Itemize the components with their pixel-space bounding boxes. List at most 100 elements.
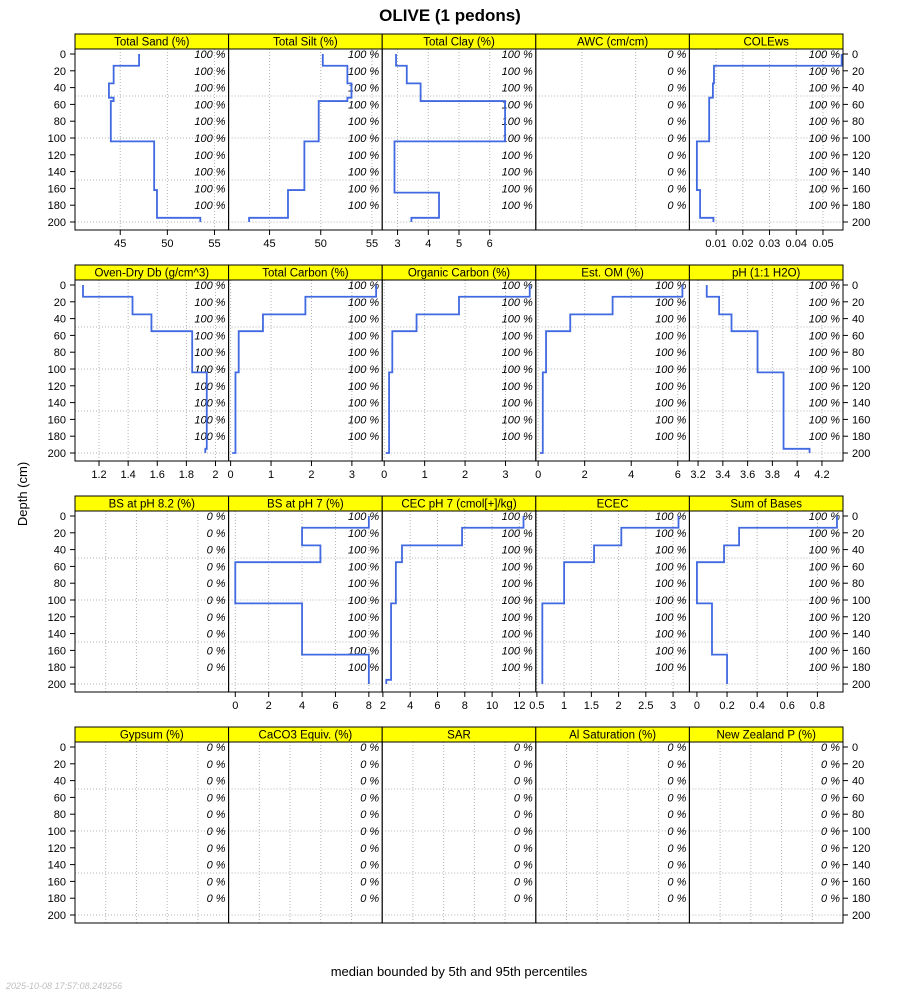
x-tick-label: 0.02 <box>732 238 753 250</box>
coverage-label: 100 % <box>502 330 533 342</box>
coverage-label: 0 % <box>667 116 686 128</box>
timestamp: 2025-10-08 17:57:08.249256 <box>5 981 122 991</box>
x-tick-label: 2 <box>212 469 218 481</box>
coverage-label: 100 % <box>194 347 225 359</box>
y-tick-label: 100 <box>852 826 870 838</box>
y-tick-label: 100 <box>48 595 66 607</box>
coverage-label: 100 % <box>348 595 379 607</box>
coverage-label: 100 % <box>502 662 533 674</box>
coverage-label: 100 % <box>502 116 533 128</box>
coverage-label: 0 % <box>207 893 226 905</box>
panel-grid-lines <box>689 280 843 461</box>
panel: 100 % 100 % 100 % 100 % 100 % 100 % 100 % 100 %… <box>535 264 690 481</box>
panel-label: Total Carbon (%) <box>262 268 348 280</box>
y-tick-label: 200 <box>852 910 870 922</box>
y-tick-label: 20 <box>852 528 864 540</box>
coverage-label: 100 % <box>502 381 533 393</box>
coverage-label: 100 % <box>809 66 840 78</box>
median-profile-line <box>393 54 506 222</box>
y-tick-label: 180 <box>48 200 66 212</box>
panel-strip <box>688 264 844 281</box>
median-profile-line <box>541 516 680 684</box>
coverage-label: 0 % <box>207 612 226 624</box>
coverage-label: 100 % <box>502 167 533 179</box>
coverage-label: 100 % <box>194 167 225 179</box>
x-tick-label: 6 <box>332 700 338 712</box>
coverage-label: 100 % <box>348 99 379 111</box>
coverage-label: 0 % <box>207 792 226 804</box>
median-profile-line <box>234 516 370 684</box>
panel-label: pH (1:1 H2O) <box>732 268 801 280</box>
y-tick-label: 0 <box>60 280 66 292</box>
coverage-label: 0 % <box>207 528 226 540</box>
coverage-label: 100 % <box>809 330 840 342</box>
coverage-label: 100 % <box>655 561 686 573</box>
coverage-label: 0 % <box>207 843 226 855</box>
y-tick-label: 80 <box>852 809 864 821</box>
y-tick-label: 80 <box>852 116 864 128</box>
coverage-label: 100 % <box>809 414 840 426</box>
coverage-label: 0 % <box>514 876 533 888</box>
coverage-label: 0 % <box>360 742 379 754</box>
coverage-label: 0 % <box>360 893 379 905</box>
coverage-label: 100 % <box>809 528 840 540</box>
coverage-label: 100 % <box>194 66 225 78</box>
panel-label: SAR <box>447 730 471 742</box>
panel-grid-lines <box>689 49 843 230</box>
coverage-label: 100 % <box>809 150 840 162</box>
y-tick-label: 160 <box>852 876 870 888</box>
coverage-label: 100 % <box>809 629 840 641</box>
coverage-label: 100 % <box>655 645 686 657</box>
y-tick-label: 0 <box>852 49 858 61</box>
coverage-label: 100 % <box>348 116 379 128</box>
y-tick-label: 120 <box>852 150 870 162</box>
coverage-label: 0 % <box>667 826 686 838</box>
y-tick-label: 180 <box>852 893 870 905</box>
coverage-label: 0 % <box>821 860 840 872</box>
coverage-label: 100 % <box>655 330 686 342</box>
y-tick-label: 180 <box>48 893 66 905</box>
x-tick-label: 0 <box>381 469 387 481</box>
coverage-label: 0 % <box>514 792 533 804</box>
y-tick-label: 40 <box>852 314 864 326</box>
coverage-label: 100 % <box>809 561 840 573</box>
y-tick-label: 60 <box>54 561 66 573</box>
coverage-label: 100 % <box>809 431 840 443</box>
coverage-label: 100 % <box>194 297 225 309</box>
coverage-label: 100 % <box>194 183 225 195</box>
coverage-label: 0 % <box>207 511 226 523</box>
panel-grid-lines <box>382 511 536 692</box>
panel-grid-lines <box>689 742 843 923</box>
panel-label: Total Sand (%) <box>114 37 190 49</box>
coverage-label: 100 % <box>809 595 840 607</box>
x-tick-label: 0 <box>694 700 700 712</box>
y-tick-label: 0 <box>60 742 66 754</box>
x-tick-label: 1.8 <box>179 469 194 481</box>
y-tick-label: 20 <box>852 66 864 78</box>
panel: 0 % 0 % 0 % 0 % 0 % 0 % 0 % 0 % 0 % 0 % Gypsum (%)… <box>48 726 230 924</box>
x-tick-label: 55 <box>366 238 378 250</box>
coverage-label: 0 % <box>667 200 686 212</box>
coverage-label: 100 % <box>348 612 379 624</box>
coverage-label: 100 % <box>502 645 533 657</box>
coverage-label: 100 % <box>502 183 533 195</box>
coverage-label: 100 % <box>502 297 533 309</box>
coverage-label: 0 % <box>207 545 226 557</box>
coverage-label: 0 % <box>667 792 686 804</box>
coverage-label: 100 % <box>502 280 533 292</box>
coverage-label: 100 % <box>502 629 533 641</box>
coverage-label: 0 % <box>667 183 686 195</box>
coverage-label: 100 % <box>809 116 840 128</box>
x-tick-label: 2 <box>380 700 386 712</box>
coverage-label: 100 % <box>502 431 533 443</box>
coverage-label: 0 % <box>360 776 379 788</box>
x-tick-label: 3 <box>502 469 508 481</box>
median-profile-line <box>385 285 531 454</box>
coverage-label: 100 % <box>502 511 533 523</box>
y-tick-label: 200 <box>48 448 66 460</box>
coverage-label: 0 % <box>360 843 379 855</box>
y-tick-label: 120 <box>48 381 66 393</box>
x-tick-label: 0.6 <box>780 700 795 712</box>
y-tick-label: 80 <box>54 809 66 821</box>
y-tick-label: 80 <box>54 347 66 359</box>
